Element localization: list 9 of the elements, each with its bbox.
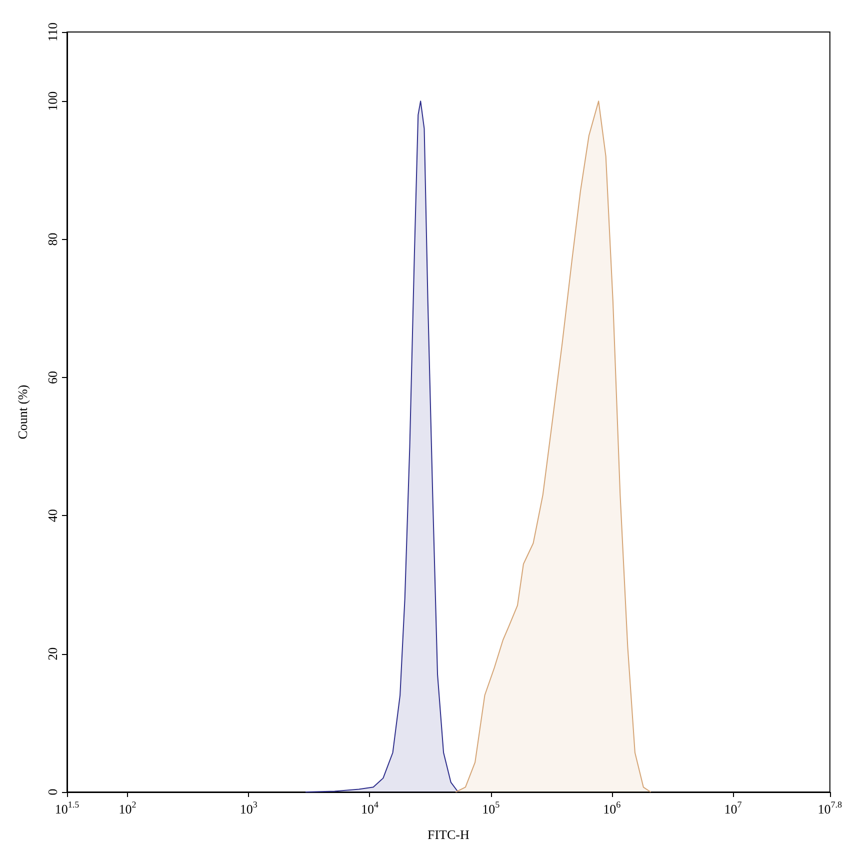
y-tick-label: 80: [45, 232, 60, 246]
y-tick-label: 100: [45, 91, 60, 111]
y-tick-label: 60: [45, 370, 60, 384]
y-axis-title: Count (%): [15, 384, 30, 440]
x-axis-title: FITC-H: [427, 827, 470, 842]
y-tick-label: 40: [45, 509, 60, 522]
y-tick-label: 110: [45, 22, 60, 42]
y-tick-label: 20: [45, 647, 60, 660]
y-tick-label: 0: [45, 788, 60, 796]
